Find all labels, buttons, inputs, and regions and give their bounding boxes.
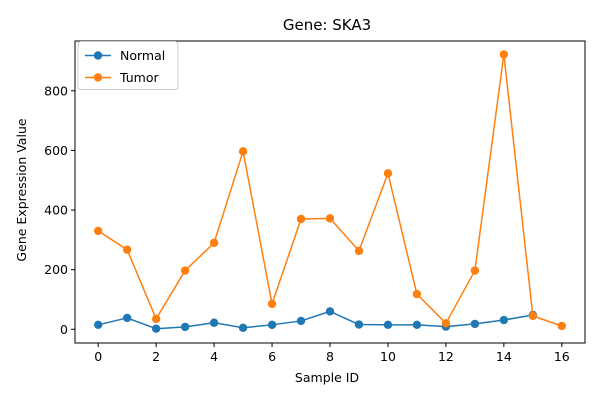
data-point-normal	[180, 322, 190, 332]
x-tick-label: 8	[326, 349, 334, 364]
data-point-tumor	[470, 266, 480, 275]
x-axis: 0 2 4 6 8 10 12 14 16	[94, 343, 570, 364]
data-point-tumor	[325, 214, 335, 223]
data-point-normal	[325, 307, 335, 316]
data-point-normal	[470, 319, 480, 329]
y-tick-label: 400	[44, 203, 68, 218]
legend-label-normal: Normal	[120, 48, 165, 63]
y-tick-label: 600	[44, 143, 68, 158]
y-tick-label: 800	[44, 83, 68, 98]
x-tick-label: 10	[380, 349, 396, 364]
data-point-normal	[383, 320, 393, 330]
data-point-tumor	[267, 299, 277, 309]
data-point-normal	[267, 320, 277, 330]
data-point-tumor	[383, 169, 393, 178]
legend-label-tumor: Tumor	[119, 70, 159, 85]
data-point-tumor	[122, 245, 132, 254]
y-axis-label: Gene Expression Value	[14, 118, 29, 261]
data-point-tumor	[180, 266, 190, 275]
y-tick-label: 0	[60, 322, 68, 337]
legend-marker-normal	[93, 51, 103, 60]
plot-area	[93, 50, 567, 333]
data-point-normal	[238, 323, 248, 332]
x-tick-label: 4	[210, 349, 218, 364]
data-point-normal	[412, 320, 422, 330]
data-point-tumor	[557, 321, 567, 331]
data-point-tumor	[499, 50, 509, 59]
x-tick-label: 6	[268, 349, 276, 364]
y-tick-label: 200	[44, 262, 68, 277]
x-axis-label: Sample ID	[295, 370, 359, 385]
data-point-normal	[499, 315, 509, 325]
data-point-tumor	[238, 147, 248, 156]
x-tick-label: 14	[496, 349, 512, 364]
legend-marker-tumor	[93, 73, 103, 82]
data-point-tumor	[209, 238, 219, 248]
data-point-tumor	[151, 314, 161, 324]
data-point-normal	[296, 316, 306, 326]
x-tick-label: 0	[94, 349, 102, 364]
x-tick-label: 16	[554, 349, 570, 364]
series-line-tumor	[97, 53, 563, 327]
series-line-normal	[98, 310, 533, 330]
data-point-tumor	[441, 319, 451, 328]
data-point-normal	[122, 313, 132, 323]
data-point-tumor	[528, 311, 538, 321]
data-point-tumor	[354, 246, 364, 256]
data-point-normal	[209, 318, 219, 327]
y-axis: 0 200 400 600 800	[44, 83, 75, 337]
data-point-normal	[151, 324, 161, 333]
x-tick-label: 2	[152, 349, 160, 364]
data-point-tumor	[412, 289, 422, 299]
legend: Normal Tumor	[77, 41, 179, 90]
x-tick-label: 12	[438, 349, 454, 364]
data-point-normal	[354, 320, 364, 329]
data-point-tumor	[296, 214, 306, 224]
data-point-normal	[93, 320, 103, 330]
data-point-tumor	[93, 226, 103, 236]
chart-title: Gene: SKA3	[283, 16, 371, 34]
